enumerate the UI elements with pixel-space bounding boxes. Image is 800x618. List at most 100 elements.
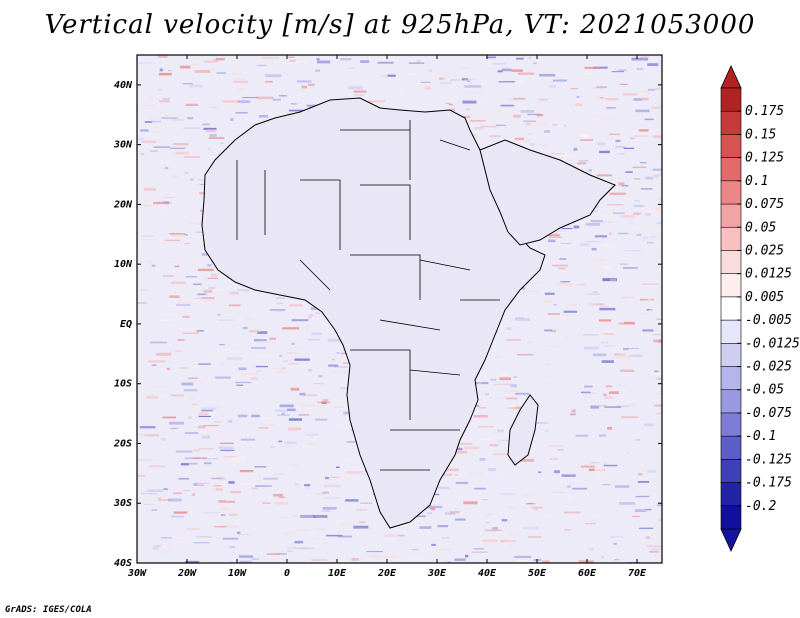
field-speckle: [558, 267, 566, 270]
field-speckle: [491, 439, 507, 442]
field-speckle: [490, 510, 500, 513]
field-speckle: [587, 293, 600, 295]
field-speckle: [559, 258, 567, 260]
field-speckle: [163, 275, 174, 277]
field-speckle: [185, 560, 200, 563]
field-speckle: [623, 301, 628, 303]
colorbar-segment: [720, 366, 742, 391]
field-speckle: [164, 212, 168, 215]
field-speckle: [207, 151, 214, 153]
field-speckle: [645, 536, 650, 539]
field-speckle: [549, 458, 559, 460]
field-speckle: [307, 443, 316, 445]
field-speckle: [141, 140, 157, 143]
field-speckle: [179, 65, 191, 69]
colorbar-label: -0.2: [745, 499, 776, 514]
field-speckle: [137, 459, 152, 461]
field-speckle: [237, 531, 241, 534]
field-speckle: [475, 382, 489, 385]
field-speckle: [230, 118, 234, 121]
colorbar-segment: [720, 505, 742, 530]
field-speckle: [544, 130, 550, 133]
field-speckle: [584, 241, 602, 243]
field-speckle: [149, 117, 160, 121]
field-speckle: [397, 534, 405, 537]
field-speckle: [654, 393, 662, 396]
border-line: [439, 139, 471, 151]
field-speckle: [590, 405, 600, 409]
field-speckle: [239, 469, 254, 473]
field-speckle: [657, 504, 662, 506]
field-speckle: [196, 535, 212, 538]
field-speckle: [162, 98, 170, 100]
field-speckle: [366, 551, 383, 553]
field-speckle: [193, 542, 210, 544]
field-speckle: [214, 421, 222, 423]
field-speckle: [198, 415, 211, 417]
field-speckle: [286, 361, 300, 363]
field-speckle: [338, 531, 344, 534]
country-borders: [236, 120, 500, 471]
lat-label: 10N: [114, 259, 133, 270]
field-speckle: [544, 329, 552, 332]
field-speckle: [649, 448, 655, 450]
field-speckle: [527, 58, 534, 61]
field-speckle: [316, 58, 320, 61]
colorbar-segment: [720, 180, 742, 205]
field-speckle: [161, 125, 166, 128]
field-speckle: [586, 73, 591, 75]
field-speckle: [465, 554, 469, 558]
field-speckle: [635, 109, 650, 113]
colorbar-segment: [720, 226, 742, 252]
field-speckle: [173, 511, 188, 514]
field-speckle: [263, 422, 275, 424]
field-speckle: [657, 199, 662, 203]
field-speckle: [270, 446, 275, 448]
field-speckle: [620, 263, 628, 266]
field-speckle: [173, 267, 178, 271]
field-speckle: [171, 234, 185, 237]
colorbar-label: -0.0125: [745, 336, 800, 351]
field-speckle: [278, 496, 285, 499]
field-speckle: [614, 384, 627, 387]
field-speckle: [586, 302, 599, 305]
field-speckle: [168, 69, 172, 71]
field-speckle: [163, 488, 168, 490]
field-speckle: [660, 218, 662, 222]
field-speckle: [522, 290, 539, 292]
field-speckle: [650, 548, 661, 550]
field-speckle: [187, 356, 191, 358]
field-speckle: [549, 85, 556, 88]
map-frame: [136, 54, 663, 564]
field-speckle: [438, 473, 453, 476]
colorbar-segment: [720, 459, 742, 484]
field-speckle: [137, 302, 147, 304]
field-speckle: [322, 507, 337, 510]
colorbar-label: 0.125: [745, 151, 784, 166]
field-speckle: [153, 146, 171, 148]
field-speckle: [189, 221, 206, 225]
field-speckle: [470, 120, 486, 122]
field-speckle: [167, 545, 174, 548]
field-speckle: [632, 166, 647, 169]
field-speckle: [263, 555, 280, 558]
field-speckle: [623, 267, 638, 269]
field-speckle: [603, 323, 620, 326]
field-speckle: [633, 135, 649, 137]
field-speckle: [564, 529, 571, 531]
field-speckle: [340, 58, 352, 61]
colorbar-label: -0.175: [745, 476, 792, 491]
field-speckle: [315, 493, 327, 495]
field-speckle: [282, 327, 300, 330]
field-speckle: [662, 102, 668, 103]
field-speckle: [613, 543, 617, 545]
field-speckle: [211, 273, 217, 277]
field-speckle: [583, 334, 599, 336]
field-speckle: [170, 515, 184, 518]
border-line: [360, 184, 411, 240]
field-speckle: [551, 491, 566, 493]
field-speckle: [322, 331, 335, 333]
field-speckle: [599, 150, 610, 154]
field-speckle: [197, 178, 207, 181]
field-speckle: [229, 561, 234, 563]
